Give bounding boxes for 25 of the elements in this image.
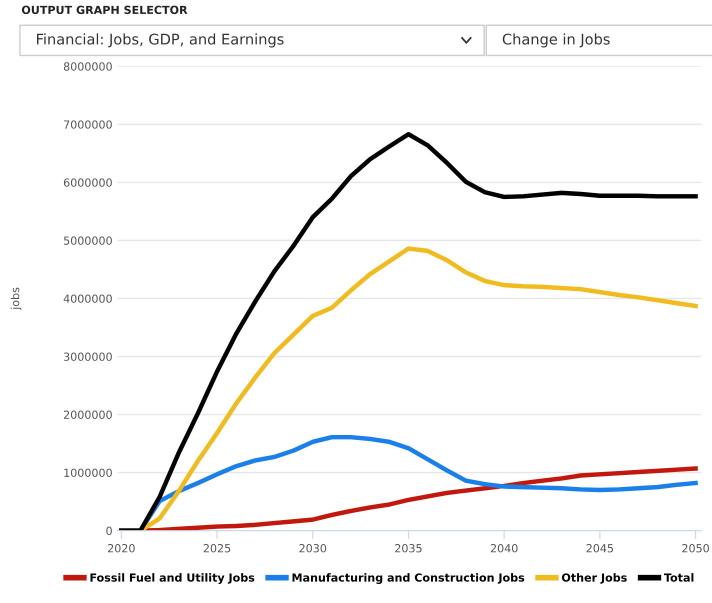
y-tick-label: 3000000 — [64, 352, 112, 361]
x-tick-label: 2030 — [299, 544, 326, 552]
y-tick-label: 5000000 — [64, 236, 112, 245]
text: Financial: Jobs, GDP, and Earnings — [37, 33, 284, 48]
y-tick-label: 7000000 — [64, 120, 112, 129]
legend-label: Fossil Fuel and Utility Jobs — [90, 573, 254, 584]
y-axis-title: jobs — [10, 288, 22, 310]
y-tick-label: 4000000 — [64, 294, 112, 303]
x-tick-label: 2025 — [204, 544, 230, 552]
line-series — [119, 132, 698, 531]
y-tick-label: 2000000 — [64, 410, 112, 419]
legend-label: Total — [664, 573, 694, 582]
text: OUTPUT GRAPH SELECTOR — [22, 6, 188, 14]
y-tick-label: 6000000 — [64, 178, 112, 187]
x-tick-label: 2020 — [108, 544, 135, 552]
legend-label: Manufacturing and Construction Jobs — [292, 573, 524, 584]
x-tick-label: 2045 — [586, 544, 614, 552]
y-tick-label: 0 — [106, 526, 112, 536]
text: Change in Jobs — [502, 33, 610, 48]
y-tick-label: 1000000 — [64, 468, 112, 477]
x-tick-label: 2050 — [682, 544, 709, 552]
x-tick-label: 2040 — [490, 544, 518, 552]
legend-label: Other Jobs — [562, 573, 627, 584]
x-tick-label: 2035 — [395, 544, 422, 552]
y-tick-label: 8000000 — [64, 62, 112, 71]
